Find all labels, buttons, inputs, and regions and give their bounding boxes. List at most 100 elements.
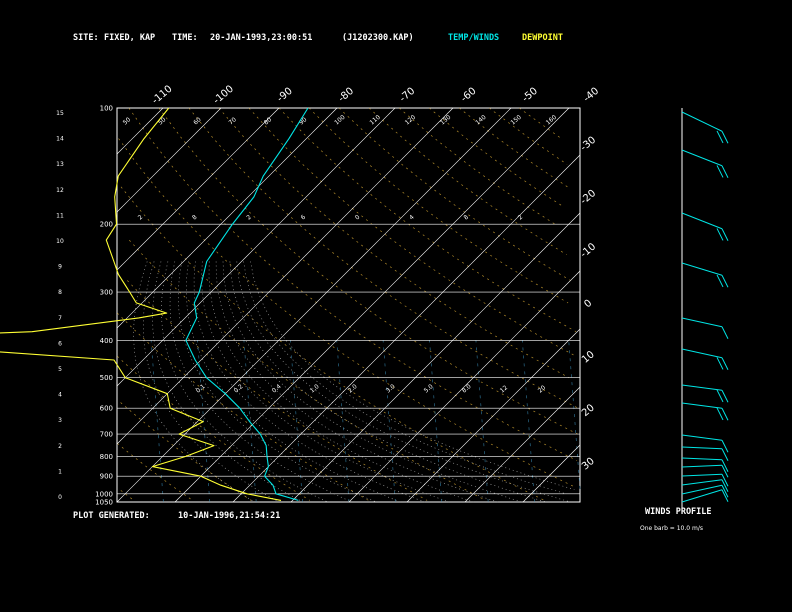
moist-adiabat-line — [250, 261, 575, 490]
dry-adiabat-label: 6 — [300, 214, 308, 222]
wind-barb-flag — [721, 474, 729, 487]
isotherm-line — [116, 107, 338, 329]
adiabat-lines — [117, 107, 581, 503]
mixing-ratio-label: 12 — [499, 384, 509, 394]
barb-note: One barb = 10.0 m/s — [640, 525, 703, 532]
mixing-ratio-label: 0.1 — [195, 383, 207, 395]
mixing-ratio-line — [521, 340, 535, 503]
moist-adiabat-line — [201, 261, 450, 503]
dry-adiabat-line — [129, 239, 486, 501]
right-temp-tick-label: -20 — [579, 188, 599, 207]
wind-barb-flag — [721, 440, 729, 453]
wind-barb-flag — [721, 459, 729, 472]
mixing-ratio-line — [336, 340, 350, 503]
pressure-tick-label: 300 — [100, 289, 113, 297]
isotherm-line — [116, 107, 454, 445]
pressure-tick-label: 1000 — [95, 490, 113, 498]
moist-adiabat-line — [177, 261, 377, 503]
isotherm-line — [522, 444, 581, 503]
wind-barb-flag — [721, 326, 729, 339]
wind-barb-shaft — [681, 489, 723, 503]
dry-adiabat-line — [308, 107, 569, 304]
isotherm-line — [464, 386, 581, 503]
legend-dew: DEWPOINT — [522, 33, 563, 43]
pressure-tick-label: 800 — [100, 453, 113, 461]
dry-adiabat-line — [248, 107, 577, 357]
top-temp-tick-label: -50 — [520, 86, 540, 105]
site-label: SITE: — [73, 33, 99, 43]
moist-adiabat-line — [169, 261, 353, 503]
isotherm-line — [232, 154, 581, 503]
pressure-tick-label: 400 — [100, 337, 113, 345]
wind-barb-flag — [716, 130, 724, 144]
wind-barb-flag — [721, 448, 729, 461]
dry-adiabat-line — [120, 402, 252, 501]
moist-adiabat-label: 130 — [439, 114, 452, 127]
moist-adiabat-label: 50 — [157, 116, 167, 126]
right-temp-tick-label: -30 — [579, 135, 599, 154]
isotherm-line — [116, 107, 512, 503]
dry-adiabat-label: 0 — [354, 214, 362, 222]
mixing-ratio-label: 0.4 — [271, 383, 283, 395]
mixing-ratio-line — [243, 340, 257, 503]
wind-barb-shaft — [681, 479, 723, 486]
dry-adiabat-line — [518, 107, 562, 139]
isotherm-line — [406, 328, 581, 503]
moist-adiabat-line — [185, 261, 401, 503]
moist-adiabat-line — [161, 261, 328, 503]
moist-adiabat-line — [243, 261, 567, 495]
wind-barb-shaft — [681, 348, 723, 359]
moist-adiabat-line — [208, 261, 474, 503]
top-temp-tick-label: -90 — [275, 86, 295, 105]
moist-adiabat-line — [236, 261, 571, 503]
dry-adiabat-label: 2 — [137, 214, 145, 222]
generated-label: PLOT GENERATED: — [73, 511, 150, 521]
wind-barb-flag — [721, 390, 729, 403]
moist-adiabat-label: 50 — [122, 116, 132, 126]
dry-adiabat-line — [128, 107, 578, 461]
height-tick-label: 5 — [58, 366, 62, 373]
wind-barb-flag — [721, 165, 729, 178]
moist-adiabat-line — [142, 261, 280, 503]
wind-barb-flag — [716, 407, 724, 421]
wind-barb-shaft — [681, 457, 723, 461]
height-tick-label: 12 — [56, 187, 64, 194]
dry-adiabat-label: 8 — [463, 214, 471, 222]
wind-barb-flag — [721, 131, 729, 144]
right-temp-tick-label: 20 — [580, 402, 597, 419]
wind-barb-flag — [721, 479, 729, 492]
wind-barb-flag — [721, 465, 729, 478]
mixing-ratio-line — [289, 340, 303, 503]
wind-barb-flag — [716, 357, 724, 370]
wind-barb-shaft — [681, 484, 723, 495]
top-temp-tick-label: -100 — [211, 84, 235, 107]
dry-adiabat-label: 2 — [517, 214, 525, 222]
time-label: TIME: — [172, 33, 198, 43]
mixing-ratio-label: 1.0 — [309, 383, 321, 395]
wind-barb-flag — [721, 228, 729, 241]
height-tick-label: 15 — [56, 110, 64, 117]
wind-barb-shaft — [681, 434, 723, 441]
temperature-line — [185, 107, 309, 501]
dry-adiabat-line — [188, 107, 579, 409]
height-tick-label: 9 — [58, 264, 62, 271]
dry-adiabat-line — [428, 107, 564, 207]
mixing-ratio-line — [475, 340, 489, 503]
top-temp-tick-label: -40 — [582, 86, 602, 105]
mixing-ratio-line — [197, 340, 211, 503]
right-temp-tick-label: 10 — [580, 349, 597, 366]
winds-title: WINDS PROFILE — [645, 507, 712, 517]
dry-adiabat-line — [158, 107, 578, 435]
isobar-lines — [117, 107, 580, 503]
height-tick-label: 2 — [58, 443, 62, 450]
wind-barb-shaft — [681, 384, 723, 391]
wind-barb-shaft — [681, 402, 723, 409]
height-tick-label: 4 — [58, 392, 62, 399]
dry-adiabat-line — [368, 107, 567, 255]
isotherm-line — [116, 107, 164, 155]
height-tick-label: 7 — [58, 315, 62, 322]
moist-adiabat-line — [133, 261, 255, 503]
top-temp-tick-label: -110 — [150, 84, 174, 107]
moist-adiabat-line — [215, 261, 498, 503]
top-temp-tick-label: -70 — [398, 86, 418, 105]
